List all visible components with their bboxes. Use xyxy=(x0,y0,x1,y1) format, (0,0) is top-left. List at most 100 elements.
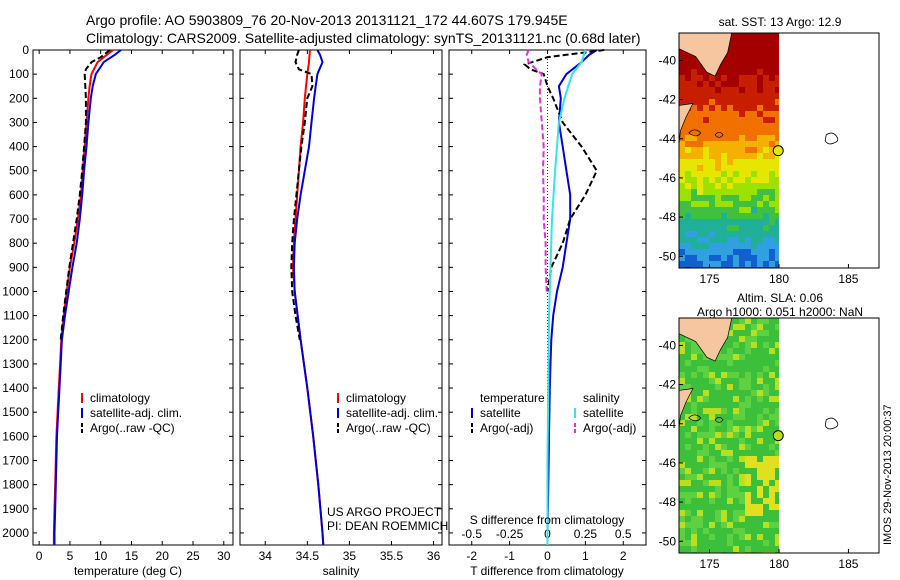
sla-map-cell xyxy=(721,462,727,468)
sst-map-cell xyxy=(679,189,685,195)
sla-map-cell xyxy=(739,360,745,366)
sla-map-cell xyxy=(745,408,751,414)
sla-map-cell xyxy=(685,438,691,444)
sst-map-cell xyxy=(709,177,715,183)
sst-map-cell xyxy=(769,201,775,207)
sla-map-cell xyxy=(739,546,745,552)
sst-map-ytick-label: -44 xyxy=(659,132,677,146)
temperature-xtick-label: 30 xyxy=(217,549,231,563)
sla-map-cell xyxy=(709,420,715,426)
sst-map-cell xyxy=(685,75,691,81)
sla-map-cell xyxy=(685,504,691,510)
sst-map-cell xyxy=(739,141,745,147)
difference-xtick2-label: -0.25 xyxy=(496,527,524,541)
sst-map-cell xyxy=(751,237,757,243)
sla-map-cell xyxy=(709,360,715,366)
sst-map-cell xyxy=(775,81,779,87)
sla-map-cell xyxy=(757,420,763,426)
sla-map-cell xyxy=(727,480,733,486)
sla-map-cell xyxy=(775,342,779,348)
sst-map-cell xyxy=(691,99,697,105)
sst-map-cell xyxy=(703,153,709,159)
sst-map-cell xyxy=(733,231,739,237)
sla-map-cell xyxy=(721,456,727,462)
sla-map-cell xyxy=(775,456,779,462)
sla-map-cell xyxy=(757,480,763,486)
sst-map-cell xyxy=(679,171,685,177)
sst-map-cell xyxy=(775,99,779,105)
sla-map-cell xyxy=(745,498,751,504)
sla-map-panel: Altim. SLA: 0.06 Argo h1000: 0.051 h2000… xyxy=(659,291,880,571)
sla-map-cell xyxy=(679,516,685,522)
sla-map-cell xyxy=(691,492,697,498)
sla-map-cell xyxy=(721,546,727,552)
sst-map-cell xyxy=(751,231,757,237)
temperature-ytick-label: 1100 xyxy=(3,309,29,323)
sst-map-cell xyxy=(763,195,769,201)
sst-map-cell xyxy=(727,117,733,123)
sla-map-cell xyxy=(745,450,751,456)
sla-map-cell xyxy=(721,348,727,354)
sla-map-cell xyxy=(775,492,779,498)
sst-map-cell xyxy=(733,129,739,135)
sst-map-cell xyxy=(769,69,775,75)
sst-map-cell xyxy=(739,159,745,165)
sla-map-cell xyxy=(745,486,751,492)
sst-map-cell xyxy=(751,177,757,183)
sla-map-cell xyxy=(757,504,763,510)
sla-map-cell xyxy=(685,432,691,438)
sst-map-cell xyxy=(691,213,697,219)
sla-map-cell xyxy=(763,516,769,522)
sla-map-cell xyxy=(775,462,779,468)
sst-map-cell xyxy=(715,69,721,75)
sst-map-cell xyxy=(709,99,715,105)
sst-map-cell xyxy=(721,87,727,93)
sla-map-cell xyxy=(685,372,691,378)
sst-map-cell xyxy=(751,69,757,75)
sla-map-cell xyxy=(745,444,751,450)
sla-map-cell xyxy=(709,396,715,402)
sst-map-cell xyxy=(691,105,697,111)
sla-map-cell xyxy=(703,522,709,528)
sst-map-cell xyxy=(679,249,685,255)
sst-map-panel: sat. SST: 13 Argo: 12.9 175 180 185 -40 -42 -… xyxy=(659,15,880,286)
sst-map-cell xyxy=(757,213,763,219)
sla-map-cell xyxy=(697,348,703,354)
sst-map-cell xyxy=(763,111,769,117)
sst-map-cell xyxy=(727,159,733,165)
sst-map-cell xyxy=(733,33,739,39)
sst-map-cell xyxy=(679,207,685,213)
sla-map-cell xyxy=(745,366,751,372)
sst-map-cell xyxy=(685,225,691,231)
sst-map-cell xyxy=(685,177,691,183)
sla-map-cell xyxy=(775,354,779,360)
sst-map-cell xyxy=(685,165,691,171)
sst-map-cell xyxy=(769,75,775,81)
sst-map-cell xyxy=(751,261,757,267)
sst-map-cell xyxy=(733,165,739,171)
sla-map-cell xyxy=(691,426,697,432)
sla-map-cell xyxy=(697,486,703,492)
sla-map-cell xyxy=(691,420,697,426)
sst-map-cell xyxy=(679,141,685,147)
sla-map-cell xyxy=(697,390,703,396)
sla-map-cell xyxy=(709,540,715,546)
sst-map-cell xyxy=(727,225,733,231)
header-line-2: Climatology: CARS2009. Satellite-adjuste… xyxy=(86,30,641,46)
sst-map-cell xyxy=(739,147,745,153)
sst-map-cell xyxy=(763,123,769,129)
sst-map-cell xyxy=(691,231,697,237)
sst-map-cell xyxy=(775,255,779,261)
sla-map-cell xyxy=(757,540,763,546)
sla-map-cell xyxy=(685,366,691,372)
sla-map-cell xyxy=(751,540,757,546)
sla-map-cell xyxy=(727,348,733,354)
sla-map-cell xyxy=(763,510,769,516)
sst-map-cell xyxy=(703,147,709,153)
sla-map-cell xyxy=(733,486,739,492)
salinity-legend: climatology satellite-adj. clim. Argo(..… xyxy=(337,391,438,435)
sla-map-cell xyxy=(769,384,775,390)
sla-map-cell xyxy=(757,474,763,480)
sst-map-cell xyxy=(769,159,775,165)
sst-map-cell xyxy=(727,165,733,171)
